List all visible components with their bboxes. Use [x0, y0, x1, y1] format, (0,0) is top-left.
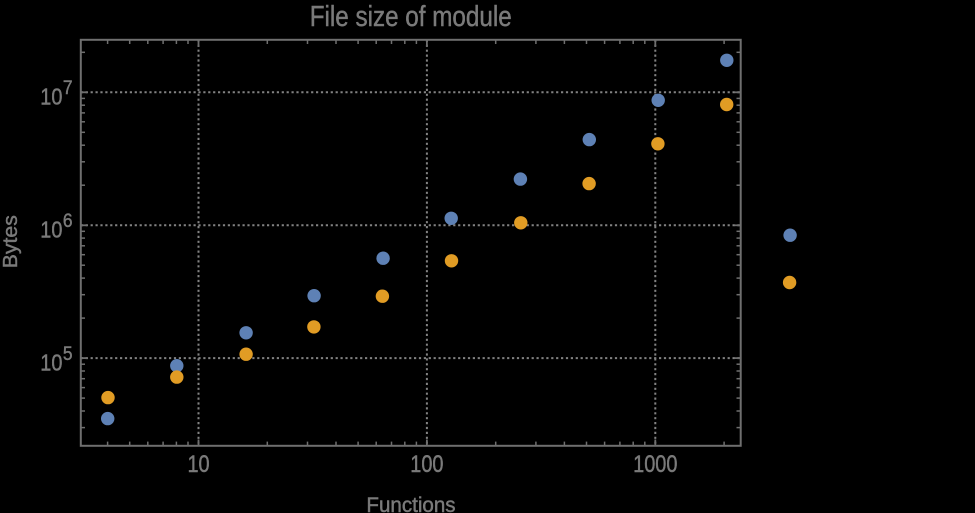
svg-text:Functions: Functions	[366, 493, 455, 513]
svg-text:1000: 1000	[633, 451, 677, 478]
svg-text:5: 5	[63, 343, 73, 365]
svg-text:100: 100	[410, 451, 443, 478]
svg-text:10: 10	[40, 349, 62, 375]
svg-text:7: 7	[63, 77, 73, 99]
svg-text:6: 6	[63, 210, 73, 232]
svg-text:Bytes: Bytes	[0, 215, 22, 268]
svg-text:10: 10	[187, 451, 209, 478]
svg-text:10: 10	[40, 217, 62, 243]
svg-text:10: 10	[40, 84, 62, 110]
svg-text:File size of module: File size of module	[310, 1, 512, 33]
